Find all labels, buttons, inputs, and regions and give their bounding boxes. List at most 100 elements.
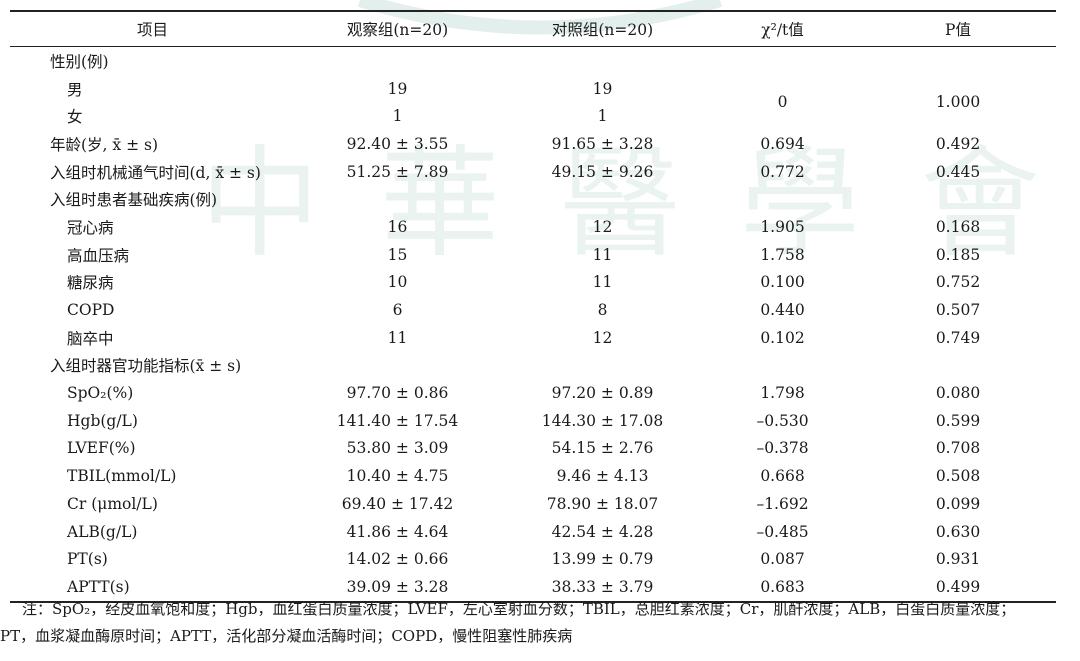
cell-observation: 16 [387,217,408,236]
cell-observation: 11 [387,328,408,347]
table-row: TBIL(mmol/L) 10.40 ± 4.75 9.46 ± 4.13 0.… [10,462,1056,490]
cell-control: 49.15 ± 9.26 [551,162,654,181]
cell-observation: 92.40 ± 3.55 [346,134,449,153]
cell-observation: 69.40 ± 17.42 [341,494,454,513]
cell-statistic: 0.668 [760,467,805,486]
cell-statistic: 0.683 [705,573,860,603]
table-row: APTT(s) 39.09 ± 3.28 38.33 ± 3.79 0.683 … [10,573,1056,603]
cell-control: 42.54 ± 4.28 [551,522,654,541]
cell-observation: 15 [387,245,408,264]
cell-observation: 6 [392,301,403,320]
row-label: COPD [67,301,115,320]
cell-control: 38.33 ± 3.79 [500,573,705,603]
row-label: 年龄(岁, x̄ ± s) [50,135,158,154]
cell-p-value: 0.749 [935,328,981,347]
cell-statistic: 1.905 [760,217,805,236]
footnote-line: PT，血浆凝血酶原时间；APTT，活化部分凝血活酶时间；COPD，慢性阻塞性肺疾… [0,627,573,645]
cell-control: 9.46 ± 4.13 [556,467,649,486]
cell-statistic: 0.100 [760,273,805,292]
cell-statistic: –0.485 [756,522,809,541]
cell-statistic: –1.692 [756,494,809,513]
cell-p-value: 0.931 [935,550,981,569]
row-label: 入组时患者基础疾病(例) [50,191,218,210]
cell-control: 12 [592,217,613,236]
row-label: LVEF(%) [67,439,136,458]
table-header-row: 项目 观察组(n=20) 对照组(n=20) χ²/t值 P值 [10,10,1056,47]
row-label: TBIL(mmol/L) [67,467,177,486]
cell-control: 54.15 ± 2.76 [551,439,654,458]
cell-control: 78.90 ± 18.07 [546,494,659,513]
row-label: APTT(s) [10,573,295,603]
cell-statistic: –0.378 [756,439,809,458]
table-row: 冠心病 16 12 1.905 0.168 [10,213,1056,241]
table-row: 脑卒中 11 12 0.102 0.749 [10,324,1056,352]
cell-statistic: 0.102 [760,328,805,347]
header-item: 项目 [10,10,295,47]
cell-statistic: 0 [777,93,788,112]
table-row: 男 19 19 0 1.000 [10,75,1056,112]
row-label: SpO₂(%) [67,384,134,403]
footnote-line: 注：SpO₂，经皮血氧饱和度；Hgb，血红蛋白质量浓度；LVEF，左心室射血分数… [22,600,1016,618]
cell-p-value: 1.000 [935,93,981,112]
row-label: 高血压病 [67,246,130,265]
cell-control: 1 [597,107,608,126]
row-label: 入组时器官功能指标(x̄ ± s) [50,357,242,376]
table-row: ALB(g/L) 41.86 ± 4.64 42.54 ± 4.28 –0.48… [10,518,1056,546]
table-row: 入组时患者基础疾病(例) [10,185,1056,213]
row-label: PT(s) [67,550,108,569]
cell-statistic: 0.772 [760,162,805,181]
cell-statistic: –0.530 [756,411,809,430]
cell-control: 8 [597,301,608,320]
table-row: 入组时机械通气时间(d, x̄ ± s) 51.25 ± 7.89 49.15 … [10,158,1056,186]
cell-observation: 10 [387,273,408,292]
cell-observation: 39.09 ± 3.28 [295,573,500,603]
row-label: Cr (μmol/L) [67,494,158,513]
cell-p-value: 0.508 [935,467,981,486]
cell-statistic: 1.758 [760,245,805,264]
cell-observation: 10.40 ± 4.75 [346,467,449,486]
table-row: COPD 6 8 0.440 0.507 [10,296,1056,324]
row-label: Hgb(g/L) [67,411,138,430]
table-footnote: 注：SpO₂，经皮血氧饱和度；Hgb，血红蛋白质量浓度；LVEF，左心室射血分数… [0,596,1080,650]
cell-p-value: 0.499 [860,573,1056,603]
header-observation: 观察组(n=20) [295,10,500,47]
cell-p-value: 0.752 [935,273,981,292]
cell-control: 11 [592,245,613,264]
cell-control: 19 [592,79,613,98]
row-label: 糖尿病 [67,274,114,293]
table-row: 入组时器官功能指标(x̄ ± s) [10,352,1056,380]
cell-p-value: 0.492 [935,134,981,153]
row-label: 入组时机械通气时间(d, x̄ ± s) [50,163,261,182]
cell-p-value: 0.168 [935,217,981,236]
cell-p-value: 0.708 [935,439,981,458]
cell-p-value: 0.507 [935,301,981,320]
cell-observation: 53.80 ± 3.09 [346,439,449,458]
cell-statistic: 0.694 [760,134,805,153]
cell-p-value: 0.099 [935,494,981,513]
row-label: 性别(例) [50,52,109,71]
cell-control: 12 [592,328,613,347]
table-row: Hgb(g/L) 141.40 ± 17.54 144.30 ± 17.08 –… [10,407,1056,435]
cell-statistic: 1.798 [760,384,805,403]
table-row: PT(s) 14.02 ± 0.66 13.99 ± 0.79 0.087 0.… [10,545,1056,573]
table-row: SpO₂(%) 97.70 ± 0.86 97.20 ± 0.89 1.798 … [10,379,1056,407]
cell-p-value: 0.445 [935,162,981,181]
cell-observation: 1 [392,107,403,126]
row-label: 女 [67,108,83,127]
cell-statistic: 0.087 [760,550,805,569]
cell-observation: 41.86 ± 4.64 [346,522,449,541]
table-row: 年龄(岁, x̄ ± s) 92.40 ± 3.55 91.65 ± 3.28 … [10,130,1056,158]
row-label: 男 [67,80,83,99]
table-row: LVEF(%) 53.80 ± 3.09 54.15 ± 2.76 –0.378… [10,435,1056,463]
cell-p-value: 0.080 [935,384,981,403]
table-row: 高血压病 15 11 1.758 0.185 [10,241,1056,269]
baseline-table: 项目 观察组(n=20) 对照组(n=20) χ²/t值 P值 性别(例) 男 … [10,10,1056,603]
cell-observation: 97.70 ± 0.86 [346,384,449,403]
cell-observation: 19 [387,79,408,98]
table-row: 糖尿病 10 11 0.100 0.752 [10,269,1056,297]
header-statistic: χ²/t值 [705,10,860,47]
cell-control: 144.30 ± 17.08 [541,411,664,430]
row-label: 冠心病 [67,218,114,237]
cell-control: 11 [592,273,613,292]
cell-observation: 14.02 ± 0.66 [346,550,449,569]
